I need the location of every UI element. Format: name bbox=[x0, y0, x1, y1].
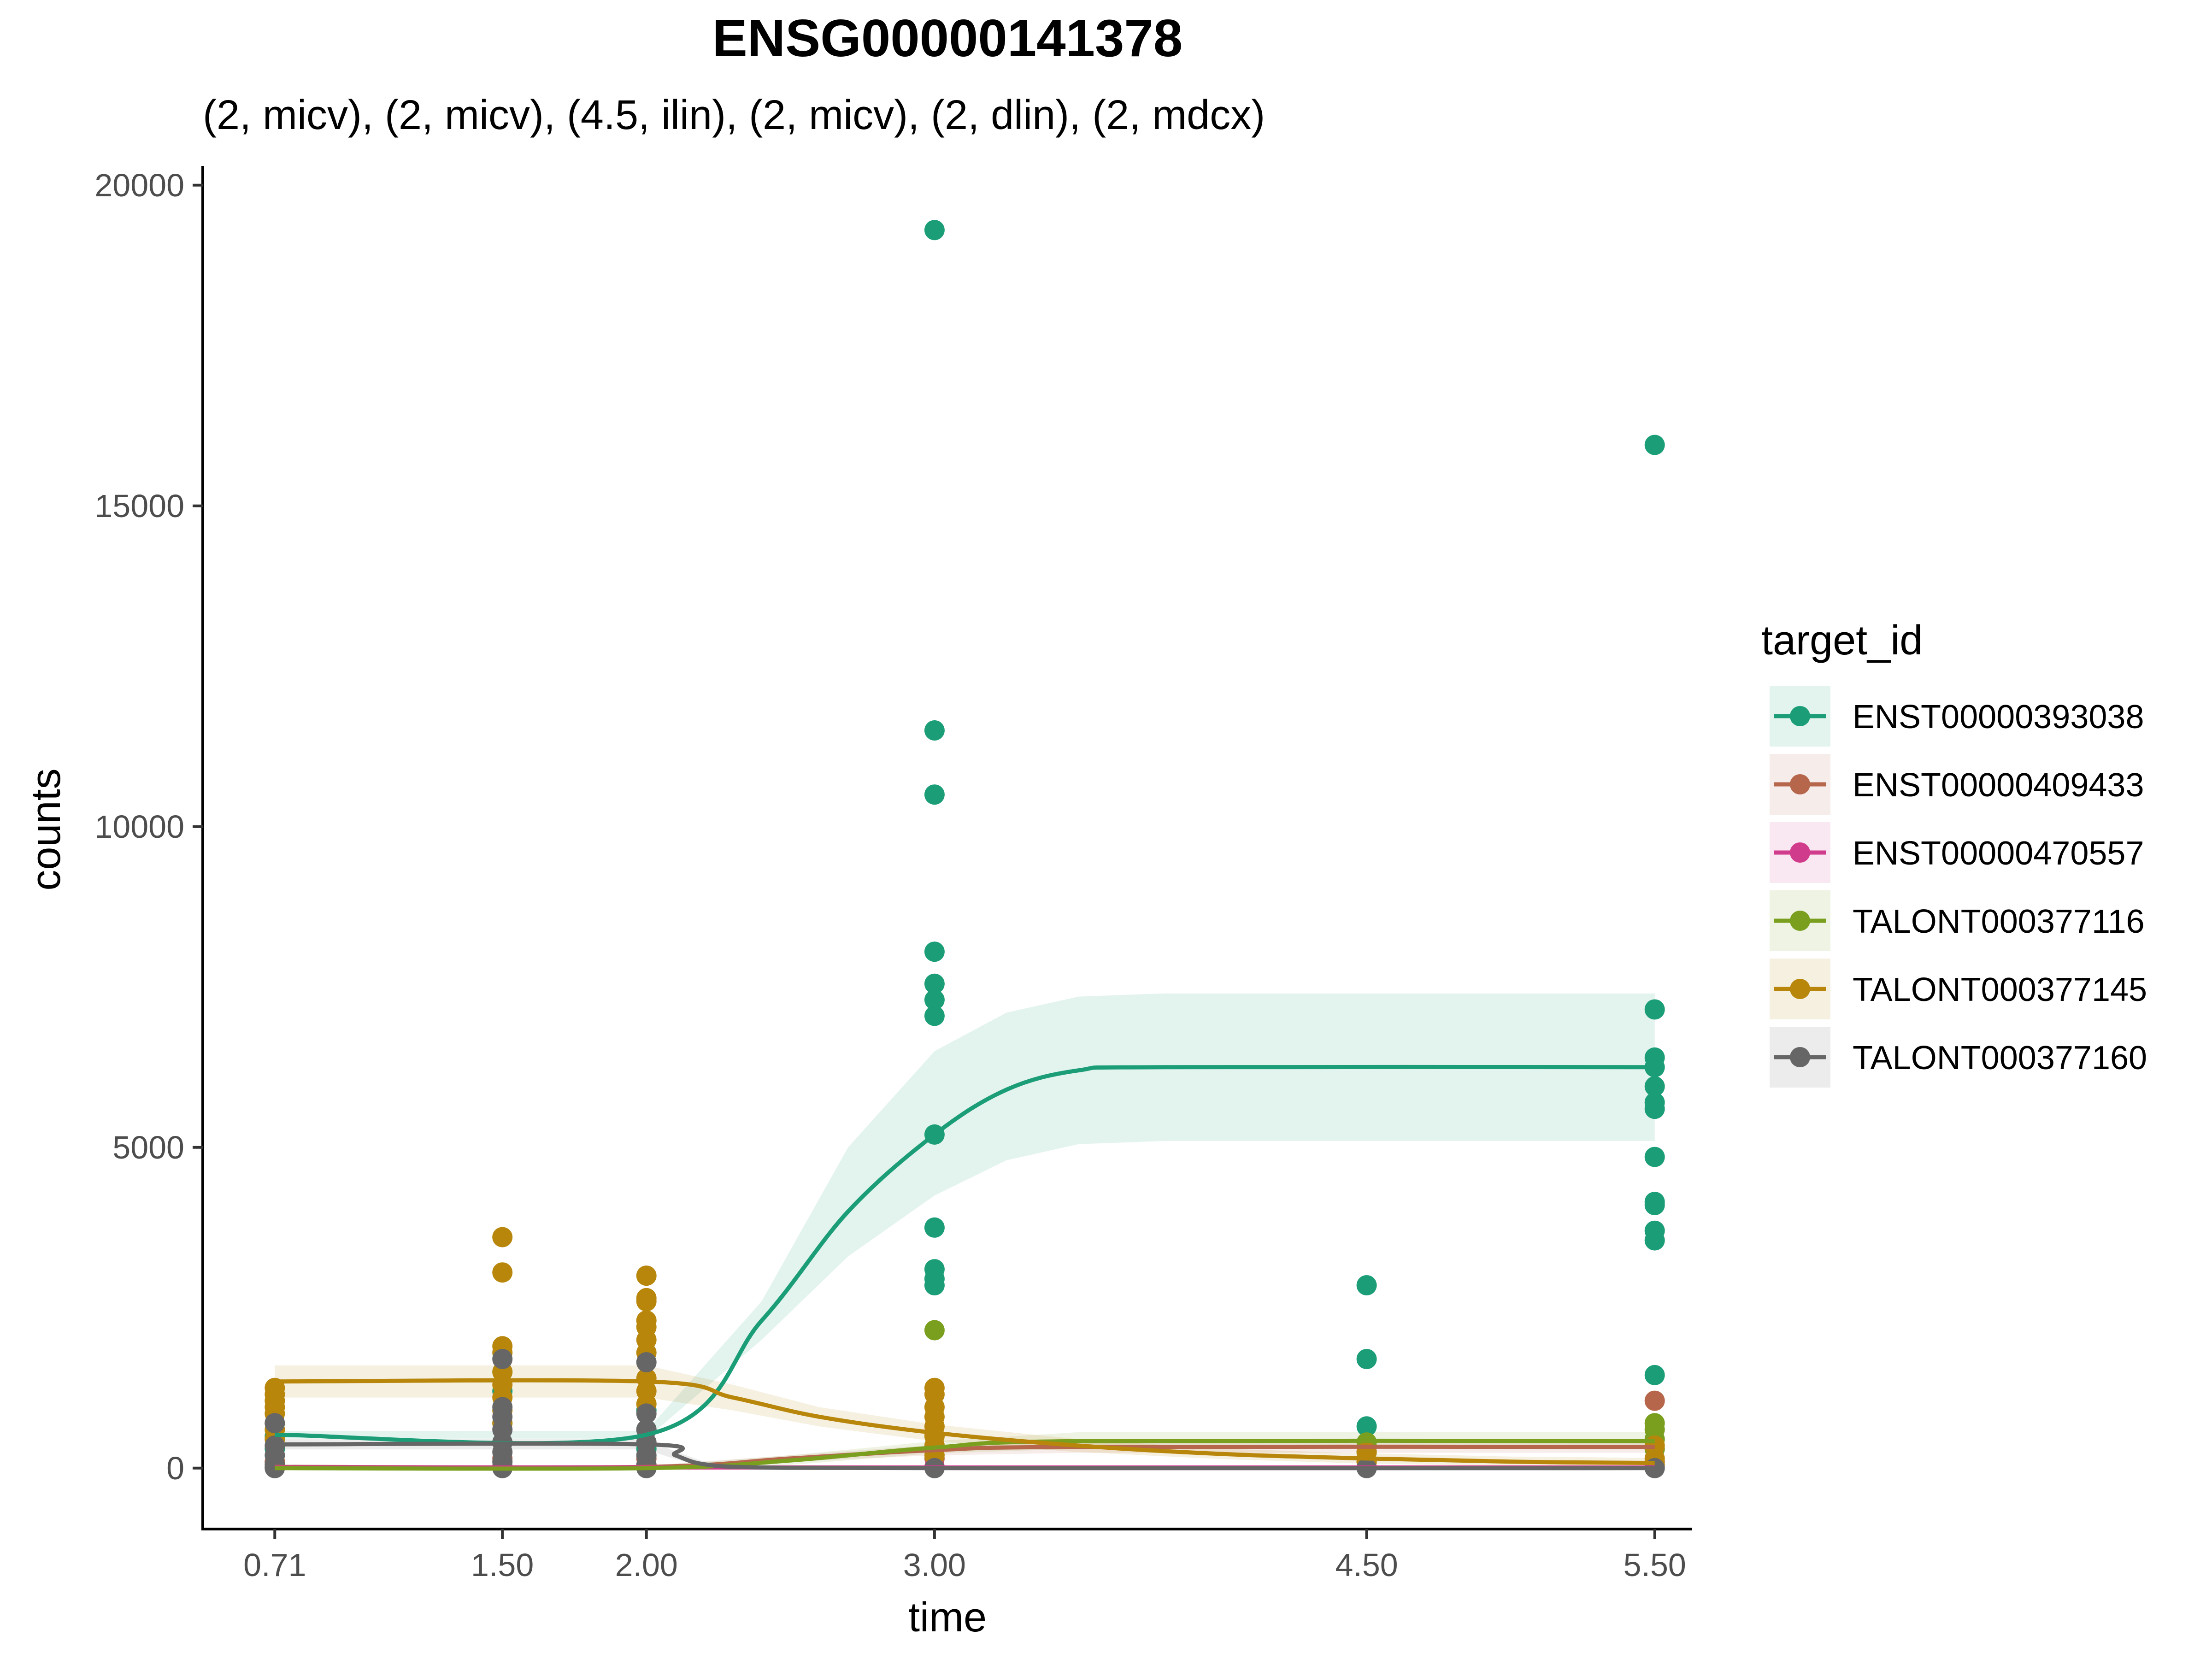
y-axis-label: counts bbox=[23, 768, 69, 890]
data-point-ENST00000393038-34 bbox=[1644, 1195, 1665, 1215]
y-tick-label: 15000 bbox=[94, 488, 184, 524]
data-point-ENST00000393038-26 bbox=[1644, 999, 1665, 1020]
fit-line-ENST00000393038 bbox=[275, 1065, 1655, 1446]
y-tick-label: 5000 bbox=[112, 1130, 184, 1165]
data-point-TALONT000377160-13 bbox=[636, 1352, 657, 1373]
y-tick-label: 20000 bbox=[94, 167, 184, 203]
fit-line-TALONT000377145 bbox=[275, 1378, 1655, 1465]
legend-dot-TALONT000377145 bbox=[1790, 979, 1810, 999]
data-point-TALONT000377160-14 bbox=[636, 1403, 657, 1424]
x-tick-label: 5.50 bbox=[1624, 1547, 1686, 1583]
data-point-ENST00000393038-11 bbox=[924, 720, 945, 741]
legend-dot-ENST00000470557 bbox=[1790, 842, 1810, 863]
y-tick-label: 10000 bbox=[94, 809, 184, 845]
legend-title: target_id bbox=[1761, 618, 1923, 664]
data-point-ENST00000393038-25 bbox=[1644, 435, 1665, 455]
fit-line-TALONT000377160 bbox=[275, 1441, 1655, 1471]
y-tick-label: 0 bbox=[166, 1450, 184, 1486]
confidence-band-TALONT000377160 bbox=[275, 1439, 1655, 1468]
legend: target_id ENST00000393038 ENST00000409433… bbox=[1761, 618, 2147, 1088]
chart-title: ENSG00000141378 bbox=[712, 9, 1183, 68]
data-point-ENST00000393038-22 bbox=[1356, 1275, 1377, 1295]
x-tick-label: 3.00 bbox=[903, 1547, 966, 1583]
x-tick-label: 2.00 bbox=[615, 1547, 678, 1583]
data-point-ENST00000393038-24 bbox=[1356, 1416, 1377, 1437]
legend-dot-ENST00000393038 bbox=[1790, 706, 1810, 726]
data-point-TALONT000377145-9 bbox=[492, 1262, 513, 1283]
data-point-ENST00000393038-13 bbox=[924, 941, 945, 962]
axes: 0 5000 10000 15000 20000 0.71 1.50 2.00 3.00 4.50… bbox=[94, 166, 1692, 1583]
legend-dot-TALONT000377116 bbox=[1790, 911, 1810, 931]
x-tick-label: 1.50 bbox=[471, 1547, 534, 1583]
legend-label-TALONT000377145: TALONT000377145 bbox=[1853, 971, 2147, 1008]
legend-label-TALONT000377116: TALONT000377116 bbox=[1853, 903, 2145, 940]
data-point-ENST00000393038-23 bbox=[1356, 1349, 1377, 1370]
legend-label-ENST00000393038: ENST00000393038 bbox=[1853, 699, 2144, 735]
data-point-ENST00000393038-15 bbox=[924, 989, 945, 1010]
fit-line-TALONT000377116 bbox=[275, 1438, 1655, 1471]
data-point-ENST00000393038-31 bbox=[1644, 1099, 1665, 1119]
data-point-ENST00000393038-10 bbox=[924, 220, 945, 241]
chart-subtitle: (2, micv), (2, micv), (4.5, ilin), (2, m… bbox=[203, 92, 1265, 138]
data-point-TALONT000377160-5 bbox=[492, 1349, 513, 1370]
data-point-ENST00000393038-16 bbox=[924, 1006, 945, 1026]
data-point-TALONT000377116-3 bbox=[924, 1320, 945, 1341]
x-tick-label: 0.71 bbox=[243, 1547, 306, 1583]
data-point-ENST00000393038-29 bbox=[1644, 1076, 1665, 1097]
data-point-ENST00000393038-36 bbox=[1644, 1230, 1665, 1251]
data-point-ENST00000393038-21 bbox=[924, 1275, 945, 1295]
legend-dot-ENST00000409433 bbox=[1790, 774, 1810, 794]
data-point-ENST00000393038-12 bbox=[924, 784, 945, 805]
data-point-TALONT000377145-8 bbox=[492, 1227, 513, 1247]
x-axis-label: time bbox=[908, 1594, 987, 1641]
plot-area bbox=[265, 220, 1665, 1478]
legend-dot-TALONT000377160 bbox=[1790, 1047, 1810, 1067]
data-point-ENST00000409433-10 bbox=[1644, 1390, 1665, 1411]
data-point-TALONT000377145-19 bbox=[636, 1291, 657, 1312]
confidence-band-ENST00000393038 bbox=[275, 993, 1655, 1439]
data-point-ENST00000393038-32 bbox=[1644, 1147, 1665, 1167]
data-point-TALONT000377145-17 bbox=[636, 1265, 657, 1286]
legend-items: ENST00000393038 ENST00000409433 ENST000004… bbox=[1770, 686, 2147, 1088]
data-point-ENST00000393038-18 bbox=[924, 1217, 945, 1238]
x-tick-label: 4.50 bbox=[1335, 1547, 1398, 1583]
legend-label-TALONT000377160: TALONT000377160 bbox=[1853, 1040, 2147, 1077]
legend-label-ENST00000470557: ENST00000470557 bbox=[1853, 835, 2144, 872]
legend-label-ENST00000409433: ENST00000409433 bbox=[1853, 767, 2144, 804]
confidence-band-TALONT000377145 bbox=[275, 1365, 1655, 1468]
data-point-TALONT000377160-0 bbox=[265, 1413, 285, 1434]
data-point-ENST00000393038-37 bbox=[1644, 1365, 1665, 1385]
data-point-ENST00000393038-14 bbox=[924, 973, 945, 994]
